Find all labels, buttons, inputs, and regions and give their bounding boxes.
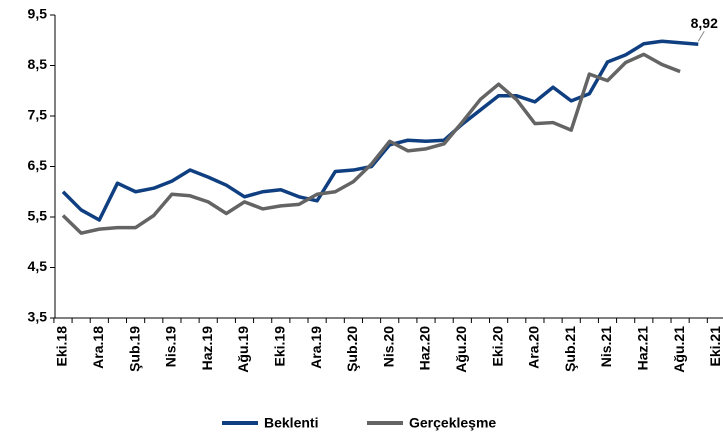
legend-label: Gerçekleşme [409,415,496,431]
x-tick-label: Haz.19 [199,326,215,371]
x-tick-label: Nis.21 [598,326,614,367]
x-tick-label: Nis.20 [380,326,396,367]
x-tick-label: Eki.21 [707,326,723,367]
x-tick-label: Ağu.19 [235,326,251,373]
x-tick-label: Şub.21 [562,326,578,372]
data-label: 8,92 [691,15,718,31]
x-tick-label: Haz.21 [635,326,651,371]
label-leader [697,31,705,42]
y-tick-label: 3,5 [28,309,48,325]
x-tick-label: Ara.18 [90,326,106,369]
x-tick-label: Ara.20 [526,326,542,369]
y-tick-label: 6,5 [28,157,48,173]
x-tick-label: Ağu.20 [453,326,469,373]
y-tick-label: 8,5 [28,56,48,72]
legend-label: Beklenti [264,415,318,431]
x-tick-label: Ara.19 [308,326,324,369]
x-tick-label: Şub.20 [344,326,360,372]
x-tick-label: Eki.18 [54,326,70,367]
x-tick-label: Ağu.21 [671,326,687,373]
y-tick-label: 9,5 [28,6,48,22]
y-tick-label: 5,5 [28,208,48,224]
x-tick-label: Haz.20 [417,326,433,371]
series-line [61,52,681,235]
x-tick-label: Nis.19 [163,326,179,367]
x-tick-label: Eki.20 [489,326,505,367]
y-tick-label: 4,5 [28,258,48,274]
series-line [61,39,699,222]
x-tick-label: Eki.19 [272,326,288,367]
y-tick-label: 7,5 [28,107,48,123]
x-tick-label: Şub.19 [126,326,142,372]
